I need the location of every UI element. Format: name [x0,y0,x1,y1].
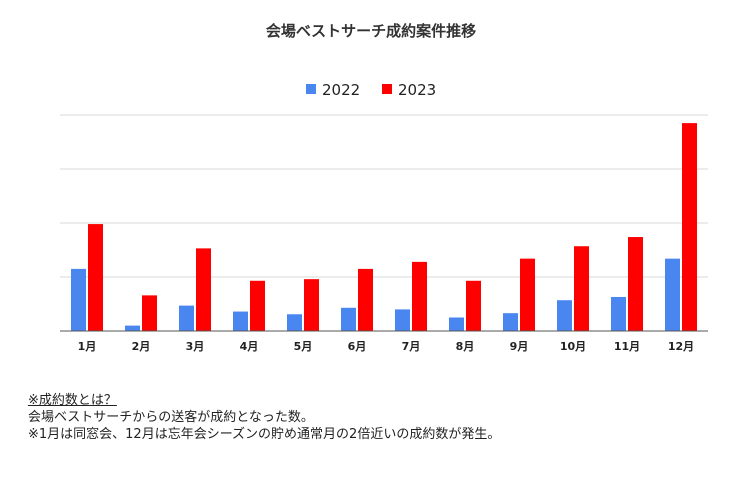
bar-2023-1 [88,224,103,331]
bar-2022-11 [611,296,626,331]
x-tick-label: 4月 [240,340,259,353]
bar-2023-8 [466,280,481,331]
bar-2023-7 [412,261,427,331]
bar-2022-12 [665,258,680,331]
legend-swatch-2023 [382,84,392,94]
x-tick-label: 10月 [560,340,586,353]
legend: 2022 2023 [306,81,436,99]
bar-2023-9 [520,258,535,331]
bars [71,123,697,331]
bar-2023-6 [358,268,373,331]
bar-2022-2 [125,325,140,331]
legend-swatch-2022 [306,84,316,94]
bar-2022-3 [179,305,194,331]
x-tick-label: 11月 [614,340,640,353]
bar-2022-6 [341,307,356,331]
x-tick-label: 12月 [668,340,694,353]
legend-label-2023: 2023 [398,81,436,99]
gridlines [60,114,708,278]
notes-line-1: 会場ベストサーチからの送客が成約となった数。 [28,410,314,425]
bar-2022-10 [557,300,572,331]
x-tick-label: 9月 [510,340,529,353]
x-tick-label: 3月 [186,340,205,353]
x-tick-label: 7月 [402,340,421,353]
bar-2022-7 [395,309,410,331]
chart-title: 会場ベストサーチ成約案件推移 [265,22,477,40]
bar-2022-1 [71,268,86,331]
x-tick-label: 5月 [294,340,313,353]
x-tick-label: 8月 [456,340,475,353]
bar-2023-12 [682,123,697,331]
x-tick-label: 1月 [78,340,97,353]
bar-2022-5 [287,314,302,331]
bar-2022-9 [503,313,518,331]
bar-2023-4 [250,280,265,331]
notes-line-2: ※1月は同窓会、12月は忘年会シーズンの貯め通常月の2倍近いの成約数が発生。 [28,427,501,442]
bar-2023-3 [196,248,211,331]
bar-2022-8 [449,317,464,331]
x-tick-label: 2月 [132,340,151,353]
bar-2022-4 [233,311,248,331]
legend-label-2022: 2022 [322,81,360,99]
bar-2023-11 [628,237,643,331]
notes-heading: ※成約数とは？ [28,393,117,408]
bar-2023-2 [142,295,157,331]
bar-chart: 1月 2月 3月 4月 5月 6月 7月 8月 9月 10月 11月 12月 2022 2023 [60,81,708,353]
bar-2023-5 [304,279,319,331]
notes: ※成約数とは？ 会場ベストサーチからの送客が成約となった数。 ※1月は同窓会、1… [28,392,500,443]
x-tick-label: 6月 [348,340,367,353]
bar-2023-10 [574,246,589,331]
x-tick-labels: 1月 2月 3月 4月 5月 6月 7月 8月 9月 10月 11月 12月 [78,340,694,353]
